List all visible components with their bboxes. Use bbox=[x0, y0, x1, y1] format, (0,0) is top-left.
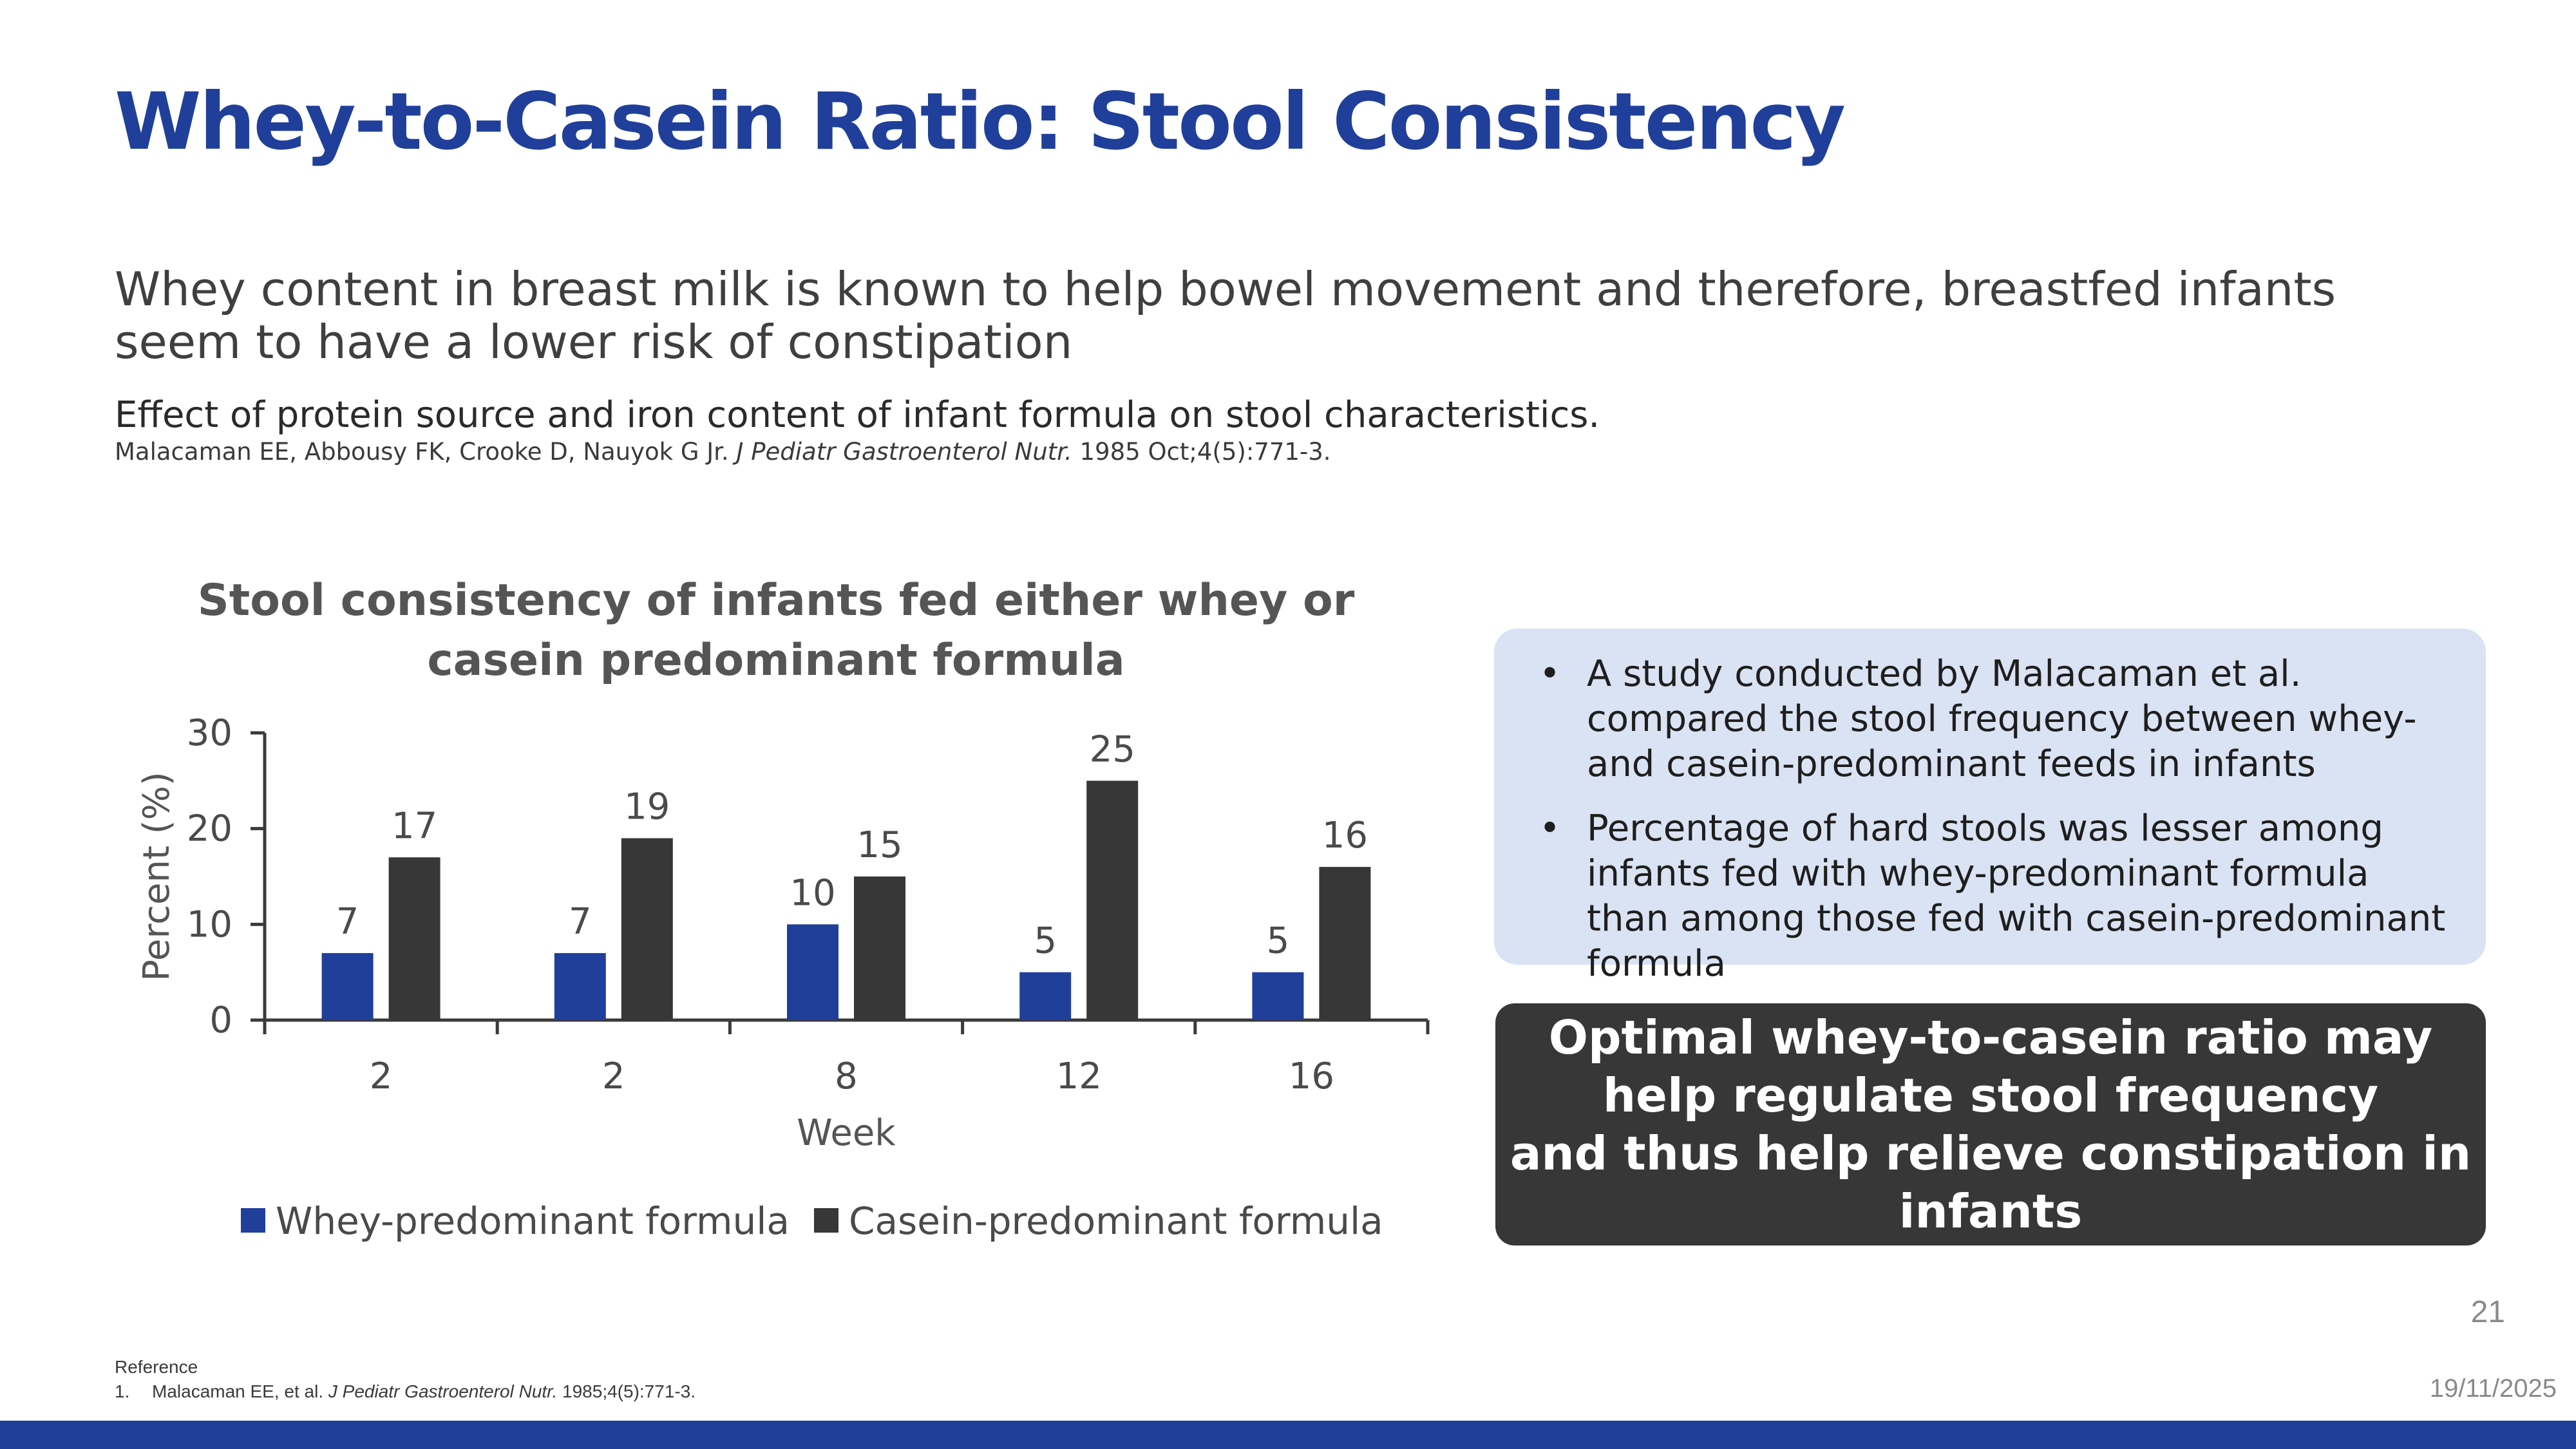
x-tick-label: 2 bbox=[602, 1056, 625, 1097]
x-tick-label: 12 bbox=[1056, 1056, 1102, 1097]
study-title: Effect of protein source and iron conten… bbox=[115, 394, 1600, 436]
reference-number: 1. bbox=[115, 1381, 130, 1401]
info-bullet-text: A study conducted by Malacaman et al. co… bbox=[1587, 653, 2417, 785]
x-tick-label: 16 bbox=[1289, 1056, 1334, 1097]
info-bullet-text: Percentage of hard stools was lesser amo… bbox=[1587, 808, 2446, 985]
references-heading: Reference bbox=[115, 1357, 198, 1377]
bar-casein bbox=[621, 838, 673, 1020]
conclusion-callout: Optimal whey-to-casein ratio may help re… bbox=[1495, 1003, 2486, 1245]
x-axis-label: Week bbox=[797, 1112, 896, 1154]
reference-item: 1. Malacaman EE, et al. J Pediatr Gastroe… bbox=[115, 1379, 696, 1404]
y-tick-label: 20 bbox=[187, 808, 232, 850]
y-tick-label: 30 bbox=[187, 712, 232, 754]
bar-whey bbox=[554, 952, 606, 1020]
references: Reference 1. Malacaman EE, et al. J Pedia… bbox=[115, 1355, 696, 1404]
legend-swatch bbox=[241, 1208, 265, 1233]
data-label-whey: 7 bbox=[336, 901, 359, 943]
bar-whey bbox=[321, 952, 374, 1020]
info-bullet-item: • Percentage of hard stools was lesser am… bbox=[1539, 806, 2458, 987]
bullet-marker: • bbox=[1539, 808, 1561, 849]
bar-casein bbox=[1086, 781, 1139, 1020]
reference-authors: Malacaman EE, et al. bbox=[152, 1381, 324, 1401]
bar-chart: Stool consistency of infants fed either … bbox=[136, 575, 1430, 1243]
x-tick-label: 8 bbox=[835, 1056, 858, 1097]
bar-whey bbox=[1019, 972, 1072, 1020]
legend-swatch bbox=[814, 1208, 838, 1233]
reference-journal: J Pediatr Gastroenterol Nutr. bbox=[328, 1381, 558, 1401]
bullet-marker: • bbox=[1539, 653, 1561, 695]
study-authors: Malacaman EE, Abbousy FK, Crooke D, Nauy… bbox=[115, 438, 729, 466]
data-label-whey: 5 bbox=[1267, 920, 1290, 962]
info-bullet-list: • A study conducted by Malacaman et al. c… bbox=[1522, 652, 2458, 987]
page-number: 21 bbox=[2470, 1295, 2505, 1329]
info-bullet-item: • A study conducted by Malacaman et al. c… bbox=[1539, 652, 2458, 787]
y-tick-label: 10 bbox=[187, 904, 232, 945]
legend-label: Casein-predominant formula bbox=[849, 1199, 1383, 1243]
x-tick-label: 2 bbox=[370, 1056, 393, 1097]
data-label-whey: 7 bbox=[569, 901, 592, 943]
bar-casein bbox=[1319, 867, 1371, 1020]
data-label-casein: 25 bbox=[1090, 728, 1135, 770]
callout-text: Optimal whey-to-casein ratio may help re… bbox=[1495, 1009, 2486, 1240]
study-details: 1985 Oct;4(5):771-3. bbox=[1079, 438, 1331, 466]
data-label-whey: 10 bbox=[790, 872, 835, 914]
legend-label: Whey-predominant formula bbox=[276, 1199, 790, 1243]
bar-casein bbox=[388, 857, 440, 1020]
reference-details: 1985;4(5):771-3. bbox=[562, 1381, 696, 1401]
callout-line-2: and thus help relieve constipation in in… bbox=[1510, 1126, 2472, 1238]
study-journal: J Pediatr Gastroenterol Nutr. bbox=[736, 438, 1072, 466]
callout-line-1: Optimal whey-to-casein ratio may help re… bbox=[1548, 1010, 2433, 1122]
chart-title-line: casein predominant formula bbox=[427, 635, 1124, 686]
data-label-casein: 17 bbox=[392, 805, 437, 847]
y-axis-label: Percent (%) bbox=[136, 772, 178, 981]
bar-whey bbox=[787, 924, 838, 1020]
y-tick-label: 0 bbox=[209, 999, 232, 1041]
slide-title: Whey-to-Casein Ratio: Stool Consistency bbox=[115, 76, 1846, 167]
data-label-whey: 5 bbox=[1034, 920, 1057, 962]
data-label-casein: 15 bbox=[857, 824, 902, 866]
data-label-casein: 16 bbox=[1322, 815, 1368, 857]
chart-title-line: Stool consistency of infants fed either … bbox=[198, 575, 1355, 626]
bar-casein bbox=[854, 876, 905, 1020]
data-label-casein: 19 bbox=[624, 786, 670, 828]
info-box: • A study conducted by Malacaman et al. c… bbox=[1494, 629, 2486, 985]
slide-date: 19/11/2025 bbox=[2429, 1374, 2557, 1403]
bar-whey bbox=[1252, 972, 1304, 1020]
lead-text: Whey content in breast milk is known to … bbox=[115, 262, 2336, 369]
study-citation: Malacaman EE, Abbousy FK, Crooke D, Nauy… bbox=[115, 438, 1331, 466]
bottom-brand-bar bbox=[0, 1421, 2576, 1449]
